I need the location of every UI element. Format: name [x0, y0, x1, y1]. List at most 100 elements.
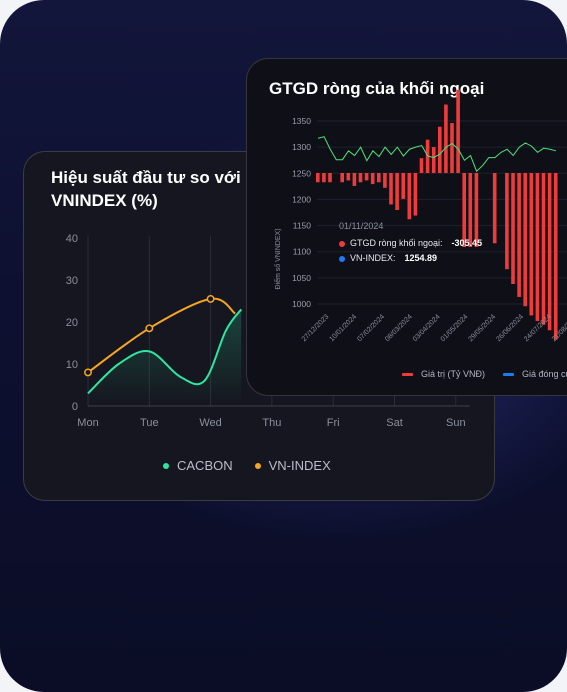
x-tick-label: Mon	[77, 417, 98, 429]
tooltip-value-vn-index: 1254.89	[404, 253, 438, 263]
net-value-bar	[517, 173, 521, 297]
y-tick-label: 1350	[292, 116, 311, 126]
net-value-bar	[364, 173, 369, 181]
net-value-bar	[395, 173, 399, 210]
net-value-bar	[340, 173, 344, 183]
legend-label-net-value: Giá trị (Tỷ VNĐ)	[421, 369, 485, 379]
net-value-bar	[346, 173, 351, 181]
y-tick-label: 20	[66, 317, 78, 329]
tooltip-date: 01/11/2024	[339, 221, 384, 231]
tooltip-value-net-value: -305.45	[451, 238, 483, 248]
net-value-bar	[456, 89, 460, 173]
x-tick-label: 21/08/2024	[551, 313, 567, 343]
net-value-bar	[444, 104, 448, 173]
x-tick-label: 08/03/2024	[384, 313, 414, 343]
net-value-bar	[389, 173, 393, 205]
y-tick-label: 1250	[292, 168, 311, 178]
net-value-bar	[511, 173, 515, 284]
y-tick-label: 40	[66, 233, 78, 245]
x-tick-label: Sun	[446, 417, 466, 429]
net-value-bar	[352, 173, 357, 186]
legend-label-close-price: Giá đóng cửa	[522, 369, 567, 379]
net-value-bar	[474, 173, 479, 247]
y-tick-label: 1150	[293, 221, 312, 231]
legend-item-close-price[interactable]: Giá đóng cửa	[503, 369, 567, 379]
y-tick-label: 30	[66, 275, 78, 287]
net-value-bar	[328, 173, 332, 183]
foreign-flow-chart: 1000 1050 1100 1150 1200 1250 1300 1350 Điểm số…	[273, 89, 567, 343]
net-value-bar	[407, 173, 412, 220]
y-tick-label: 0	[72, 401, 78, 413]
legend-label-cacbon: CACBON	[177, 458, 233, 473]
x-tick-label: Wed	[199, 417, 221, 429]
vn-index-dot-icon	[339, 255, 345, 262]
x-tick-label: 07/02/2024	[356, 313, 386, 343]
net-value-bar	[450, 123, 454, 173]
performance-title: Hiệu suất đầu tư so với VNINDEX (%)	[51, 168, 241, 210]
net-value-bar	[553, 173, 558, 340]
foreign-flow-card: GTGD ròng của khối ngoại 1000 1050 1100 115…	[246, 58, 567, 396]
net-value-bar	[535, 173, 540, 321]
net-value-bar	[358, 173, 363, 183]
tooltip-row-net-value: GTGD ròng khối ngoại: -305.45	[339, 236, 482, 251]
net-value-bar	[541, 173, 546, 325]
net-value-bar	[370, 173, 375, 185]
flow-y-axis-label: Điểm số VNINDEX)	[273, 228, 282, 289]
net-value-bar	[431, 147, 436, 173]
x-tick-label: Sat	[386, 417, 403, 429]
net-value-dot-icon	[339, 240, 345, 247]
net-value-bar	[468, 173, 473, 247]
net-value-bar	[438, 126, 442, 173]
x-tick-label: 10/01/2024	[328, 313, 358, 343]
foreign-flow-legend: Giá trị (Tỷ VNĐ) Giá đóng cửa	[402, 369, 567, 379]
net-value-bar	[505, 173, 509, 270]
net-value-bar	[419, 158, 424, 173]
net-value-bar	[377, 173, 381, 183]
x-tick-label: Thu	[262, 417, 281, 429]
legend-item-vn-index[interactable]: VN-INDEX	[254, 458, 331, 473]
x-tick-label: 27/12/2023	[301, 313, 331, 343]
net-value-bar	[462, 173, 466, 247]
x-tick-label: 01/05/2024	[440, 313, 470, 343]
vn-index-point	[84, 368, 92, 377]
y-tick-label: 1000	[292, 299, 311, 309]
net-value-bar	[529, 173, 534, 316]
net-value-bar	[401, 173, 405, 199]
vn-index-point	[206, 294, 215, 303]
close-price-swatch-icon	[503, 372, 514, 376]
net-value-bar	[322, 173, 326, 183]
performance-legend: CACBON VN-INDEX	[163, 458, 331, 473]
tooltip-label-net-value: GTGD ròng khối ngoại:	[350, 238, 443, 248]
tooltip-label-vn-index: VN-INDEX:	[350, 253, 396, 263]
net-value-swatch-icon	[402, 372, 413, 376]
foreign-flow-title: GTGD ròng của khối ngoại	[269, 79, 485, 98]
y-tick-label: 1100	[293, 247, 312, 257]
x-tick-label: 26/06/2024	[495, 313, 525, 343]
net-value-bar	[316, 173, 320, 183]
y-tick-label: 1200	[292, 194, 311, 204]
x-tick-label: Fri	[327, 417, 340, 429]
net-value-bar	[492, 173, 497, 244]
vn-index-point	[145, 324, 154, 333]
vn-index-close-line	[317, 136, 557, 173]
legend-label-vn-index: VN-INDEX	[268, 458, 331, 473]
y-tick-label: 10	[66, 359, 78, 371]
x-tick-label: 03/04/2024	[412, 313, 442, 343]
cacbon-area	[88, 309, 242, 406]
cacbon-dot-icon	[163, 462, 169, 469]
tooltip-row-vn-index: VN-INDEX: 1254.89	[339, 251, 482, 266]
net-value-bar	[523, 173, 527, 307]
x-tick-label: Tue	[140, 417, 159, 429]
net-value-bar	[383, 173, 387, 188]
y-tick-label: 1300	[292, 142, 311, 152]
net-value-bar	[547, 173, 552, 331]
vn-index-line	[87, 297, 236, 374]
chart-tooltip: 01/11/2024 GTGD ròng khối ngoại: -305.45…	[339, 219, 482, 266]
y-tick-label: 1050	[292, 273, 311, 283]
cacbon-line	[87, 308, 243, 395]
legend-item-cacbon[interactable]: CACBON	[163, 458, 233, 473]
legend-item-net-value[interactable]: Giá trị (Tỷ VNĐ)	[402, 369, 485, 379]
vn-index-dot-icon	[254, 462, 261, 469]
x-tick-label: 29/05/2024	[467, 313, 497, 343]
